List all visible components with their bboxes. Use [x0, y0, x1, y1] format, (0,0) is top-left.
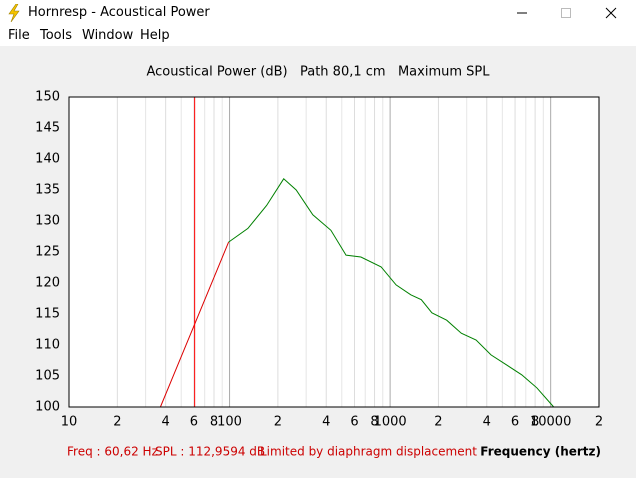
y-tick-label: 135 [35, 183, 60, 198]
menu-bar: File Tools Window Help [0, 26, 636, 46]
x-tick-label: 10000 [530, 415, 571, 430]
maximize[interactable] [561, 8, 571, 18]
y-tick-label: 150 [35, 90, 60, 105]
x-tick-label: 2 [113, 415, 121, 430]
x-tick-label: 4 [322, 415, 330, 430]
x-tick-label: 2 [274, 415, 282, 430]
y-tick-label: 145 [35, 121, 60, 136]
x-tick-label: 8 [531, 415, 539, 430]
y-tick-label: 140 [35, 152, 60, 167]
x-tick-label: 100 [217, 415, 242, 430]
y-tick-label: 125 [35, 245, 60, 260]
x-tick-label: 6 [511, 415, 519, 430]
y-tick-label: 130 [35, 214, 60, 229]
x-tick-label: 2 [595, 415, 603, 430]
x-tick-label: 1000 [374, 415, 407, 430]
menu-item[interactable]: File [8, 28, 30, 43]
x-tick-label: 10 [61, 415, 78, 430]
x-tick-label: 4 [483, 415, 491, 430]
app-icon [8, 4, 20, 22]
window-controls [517, 7, 617, 19]
y-tick-label: 100 [35, 400, 60, 415]
series-line [228, 178, 555, 408]
menu-item[interactable]: Window [82, 28, 134, 43]
plot-border [68, 96, 600, 408]
status-freq: Freq : 60,62 Hz [67, 445, 158, 459]
chart-title: Acoustical Power (dB) Path 80,1 cm Maxim… [147, 65, 491, 80]
x-tick-label: 2 [434, 415, 442, 430]
y-tick-label: 120 [35, 276, 60, 291]
status-note: Limited by diaphragm displacement [260, 445, 477, 459]
menu-item[interactable]: Help [140, 28, 170, 43]
y-tick-label: 110 [35, 338, 60, 353]
x-axis-label: Frequency (hertz) [480, 445, 601, 459]
window-title: Hornresp - Acoustical Power [28, 5, 210, 20]
x-tick-label: 6 [350, 415, 358, 430]
plot-area [69, 97, 599, 407]
x-tick-label: 6 [190, 415, 198, 430]
close[interactable] [605, 7, 617, 19]
title-bar: Hornresp - Acoustical Power [0, 0, 636, 26]
x-tick-label: 4 [162, 415, 170, 430]
menu-item[interactable]: Tools [40, 28, 73, 43]
y-tick-label: 105 [35, 369, 60, 384]
x-tick-label: 8 [210, 415, 218, 430]
x-tick-label: 8 [370, 415, 378, 430]
y-tick-label: 115 [35, 307, 60, 322]
status-spl: SPL : 112,9594 dB [155, 445, 265, 459]
chart: Acoustical Power (dB) Path 80,1 cm Maxim… [35, 65, 603, 459]
